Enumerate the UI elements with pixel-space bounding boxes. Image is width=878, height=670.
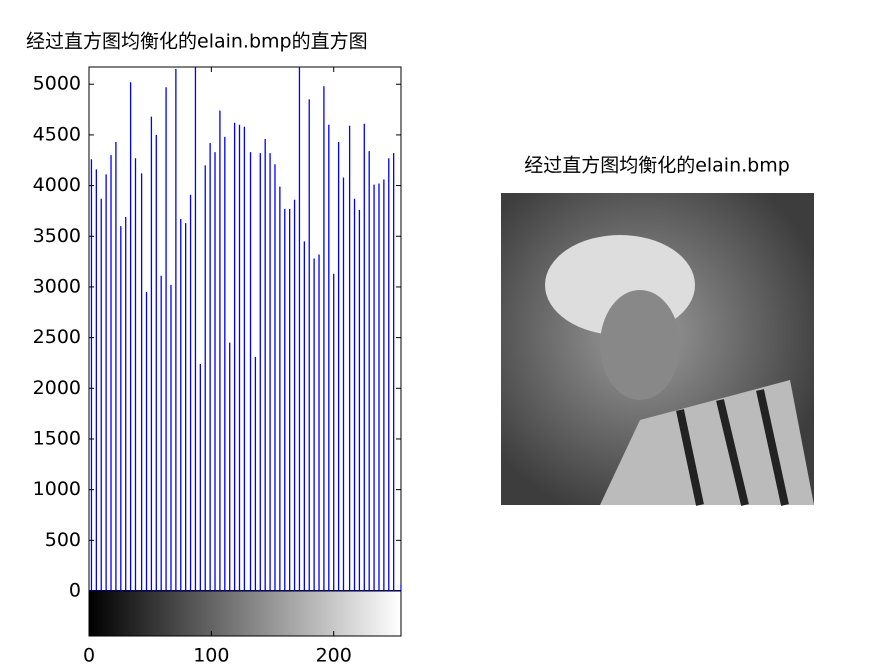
x-tick-label: 200 (316, 645, 352, 667)
image-title: 经过直方图均衡化的elain.bmp (524, 155, 790, 177)
chart-title: 经过直方图均衡化的elain.bmp的直方图 (26, 31, 368, 53)
y-tick-label: 4500 (33, 123, 81, 145)
y-tick-label: 500 (45, 529, 81, 551)
y-tick-label: 2000 (33, 377, 81, 399)
x-tick-label: 0 (83, 645, 95, 667)
y-tick-label: 1000 (33, 478, 81, 500)
y-tick-label: 2500 (33, 326, 81, 348)
y-tick-label: 3500 (33, 225, 81, 247)
gray-colorbar (88, 590, 402, 637)
y-tick-label: 4000 (33, 174, 81, 196)
equalized-image (501, 193, 814, 506)
y-tick-label: 1500 (33, 427, 81, 449)
y-tick-label: 0 (69, 580, 81, 602)
y-tick-label: 5000 (33, 73, 81, 95)
y-tick-label: 3000 (33, 275, 81, 297)
x-tick-label: 100 (193, 645, 229, 667)
